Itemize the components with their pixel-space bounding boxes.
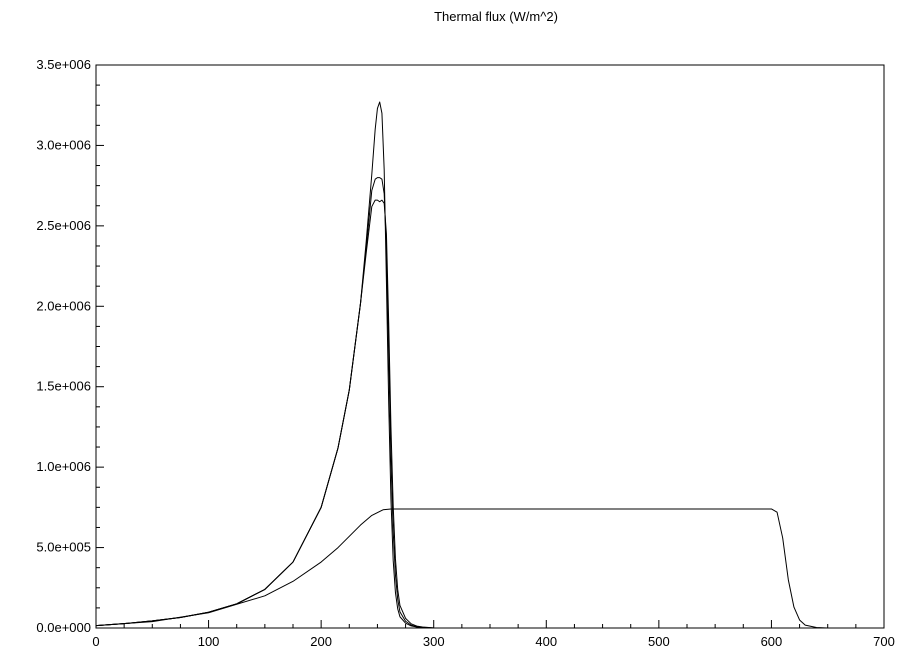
x-tick-label: 300 [423,634,445,649]
y-tick-label: 0.0e+000 [36,620,91,635]
y-tick-label: 1.5e+006 [36,379,91,394]
y-tick-label: 3.0e+006 [36,137,91,152]
y-tick-label: 1.0e+006 [36,459,91,474]
x-tick-label: 700 [873,634,895,649]
x-tick-label: 400 [535,634,557,649]
series-line-4 [95,508,828,629]
x-tick-label: 200 [310,634,332,649]
y-tick-label: 2.0e+006 [36,298,91,313]
series-line-3 [95,199,445,629]
plot-frame [95,64,885,629]
chart-title: Thermal flux (W/m^2) [434,9,558,24]
series-line-1 [95,101,434,629]
y-tick-label: 3.5e+006 [36,57,91,72]
x-tick-label: 100 [198,634,220,649]
y-axis: 0.0e+000 5.0e+005 1.0e+006 1.5e+006 2.0e+006… [36,57,104,635]
y-tick-label: 2.5e+006 [36,218,91,233]
series-layer [95,101,828,629]
x-tick-label: 500 [648,634,670,649]
x-tick-label: 600 [761,634,783,649]
series-line-2 [95,177,434,629]
x-tick-label: 0 [92,634,99,649]
x-axis: 0 100 200 300 400 500 600 700 [92,620,895,649]
y-tick-label: 5.0e+005 [36,540,91,555]
